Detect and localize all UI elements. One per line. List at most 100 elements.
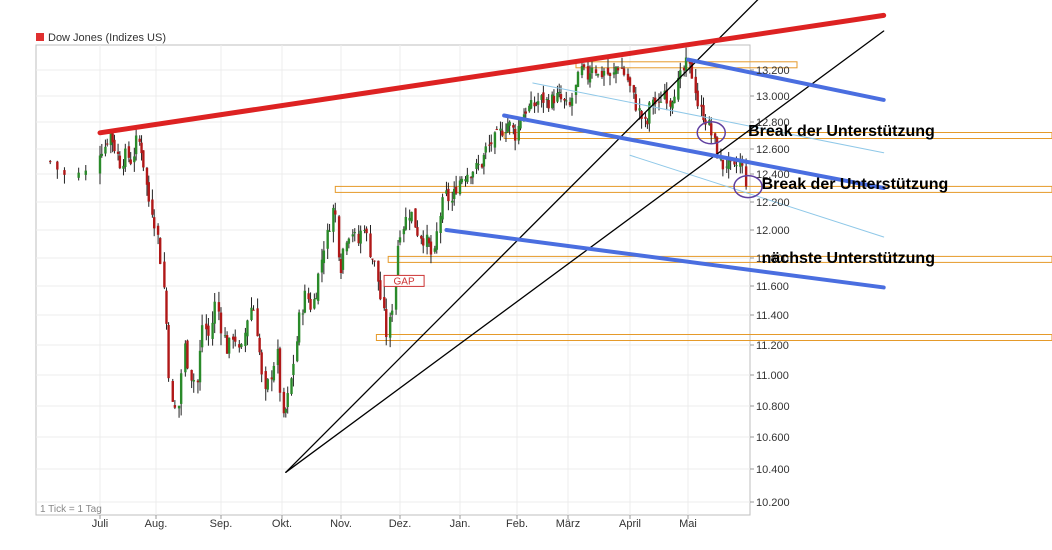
- candle-body: [493, 132, 497, 148]
- candle-body: [504, 132, 508, 134]
- candle-body: [77, 172, 80, 178]
- candle-body: [669, 100, 672, 107]
- candle-body: [383, 297, 386, 309]
- candle-body: [359, 230, 362, 244]
- x-tick-label: Dez.: [389, 518, 412, 530]
- candle-body: [422, 238, 425, 246]
- candle-body: [207, 325, 210, 336]
- candle-body: [596, 73, 600, 76]
- candle-body: [264, 371, 267, 389]
- candle-body: [565, 100, 568, 102]
- candle-body: [151, 199, 154, 215]
- candle-body: [396, 245, 400, 282]
- y-tick-label: 13.000: [756, 91, 790, 103]
- y-tick-label: 10.600: [756, 432, 790, 444]
- candle-body: [205, 323, 208, 330]
- candle-body: [234, 336, 237, 342]
- candle-body: [217, 302, 221, 312]
- candle-body: [122, 165, 125, 169]
- candle-body: [357, 233, 360, 244]
- x-axis-labels: Juli Aug. Sep. Okt. Nov. Dez. Jan. Feb. März Apri…: [92, 515, 697, 530]
- channel-line: [686, 57, 886, 102]
- candle-body: [371, 258, 374, 260]
- channel-line: [502, 113, 886, 190]
- candle-body: [475, 162, 478, 169]
- candle-body: [429, 241, 433, 255]
- grid: [36, 45, 750, 515]
- candle-body: [576, 71, 580, 87]
- candle-body: [657, 101, 661, 103]
- candle-body: [425, 234, 429, 247]
- candle-body: [351, 234, 354, 237]
- candle-body: [519, 120, 522, 129]
- candle-body: [563, 99, 566, 101]
- candle-body: [663, 90, 666, 100]
- candle-body: [138, 138, 141, 142]
- candle-body: [744, 166, 748, 187]
- y-tick-label: 11.200: [756, 340, 789, 352]
- x-tick-label: Sep.: [210, 518, 233, 530]
- candle-body: [225, 335, 229, 354]
- candle-body: [710, 123, 713, 136]
- candle-body: [480, 164, 484, 168]
- candle-body: [133, 156, 136, 163]
- candle-body: [594, 69, 598, 74]
- candle-body: [345, 242, 349, 252]
- candle-body: [739, 160, 742, 167]
- candle-body: [652, 99, 655, 106]
- candle-body: [582, 64, 586, 67]
- candle-body: [451, 200, 454, 203]
- candle-body: [140, 142, 143, 154]
- candle-body: [433, 248, 437, 252]
- candle-body: [547, 100, 550, 109]
- candle-body: [303, 290, 307, 313]
- candle-body: [227, 337, 231, 354]
- candle-body: [484, 146, 487, 153]
- candle-body: [464, 179, 467, 182]
- candle-body: [690, 62, 694, 79]
- candle-body: [506, 123, 510, 132]
- candle-body: [612, 72, 616, 75]
- markers: [696, 121, 763, 199]
- candle-body: [270, 377, 274, 380]
- candle-body: [337, 216, 341, 258]
- candle-body: [713, 133, 717, 138]
- trend-line: [285, 30, 885, 473]
- y-tick-label: 12.000: [756, 225, 790, 237]
- candle-body: [524, 111, 527, 114]
- candle-body: [688, 60, 692, 64]
- candle-body: [292, 363, 295, 376]
- candle-body: [733, 159, 736, 165]
- candle-body: [129, 159, 132, 164]
- candle-body: [232, 336, 235, 340]
- candle-body: [282, 391, 286, 414]
- candle-body: [659, 101, 663, 103]
- tick-footnote: 1 Tick = 1 Tag: [40, 504, 102, 515]
- candle-body: [198, 350, 202, 383]
- candle-body: [517, 125, 520, 141]
- candle-body: [116, 151, 120, 154]
- candle-body: [439, 215, 442, 233]
- x-tick-label: Okt.: [272, 518, 292, 530]
- candle-body: [528, 105, 531, 112]
- candle-body: [466, 174, 469, 182]
- thin-channel-line: [629, 154, 885, 238]
- candle-body: [458, 180, 462, 194]
- candle-body: [316, 273, 320, 301]
- candle-body: [250, 307, 253, 321]
- candle-body: [301, 313, 305, 315]
- channel-line: [444, 228, 886, 290]
- candle-body: [213, 301, 216, 324]
- candle-body: [156, 225, 160, 235]
- candle-body: [63, 170, 66, 175]
- candle-body: [535, 103, 538, 105]
- candle-body: [309, 299, 312, 310]
- gap-label: GAP: [394, 276, 415, 287]
- y-tick-label: 10.400: [756, 464, 790, 476]
- candle-body: [727, 156, 730, 170]
- candle-body: [186, 340, 189, 369]
- candle-body: [379, 280, 382, 300]
- candle-body: [106, 143, 109, 145]
- candle-body: [256, 308, 259, 337]
- candle-body: [377, 260, 380, 282]
